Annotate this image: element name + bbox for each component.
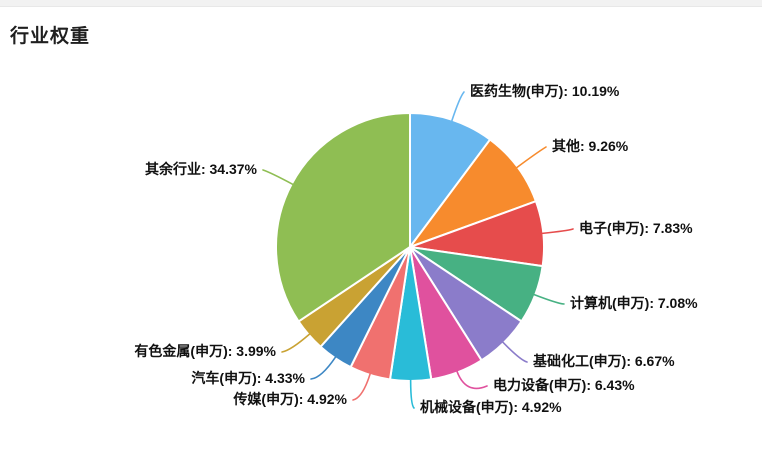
pie-label-6: 电力设备(申万): 6.43%	[493, 377, 635, 393]
pie-label-4: 计算机(申万): 7.08%	[570, 295, 698, 311]
pie-leader-line-11	[262, 169, 294, 186]
pie-leader-line-2	[515, 146, 547, 169]
pie-label-7: 机械设备(申万): 4.92%	[420, 399, 562, 415]
pie-label-10: 有色金属(申万): 3.99%	[134, 343, 276, 359]
pie-leader-line-10	[281, 333, 311, 353]
pie-label-5: 基础化工(申万): 6.67%	[533, 353, 675, 369]
pie-label-11: 其余行业: 34.37%	[145, 161, 258, 177]
pie-leader-line-5	[502, 341, 528, 363]
pie-leader-line-1	[451, 91, 465, 122]
pie-leader-line-4	[533, 293, 565, 305]
pie-leader-line-9	[310, 356, 337, 380]
pie-label-3: 电子(申万): 7.83%	[579, 220, 693, 236]
pie-label-1: 医药生物(申万): 10.19%	[470, 83, 620, 99]
pie-label-2: 其他: 9.26%	[552, 138, 629, 154]
pie-leader-line-8	[352, 373, 371, 401]
pie-leader-line-3	[541, 228, 574, 235]
pie-leader-line-6	[456, 370, 488, 390]
pie-leader-line-7	[409, 379, 415, 409]
pie-label-8: 传媒(申万): 4.92%	[232, 391, 347, 407]
page-title: 行业权重	[10, 26, 91, 47]
top-edge-bar	[0, 0, 762, 7]
pie-label-9: 汽车(申万): 4.33%	[191, 370, 305, 386]
